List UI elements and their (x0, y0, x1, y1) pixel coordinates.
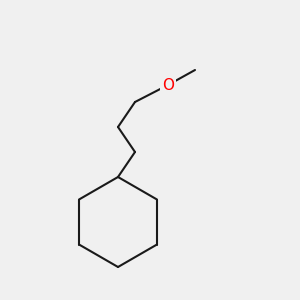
Text: O: O (162, 77, 174, 92)
